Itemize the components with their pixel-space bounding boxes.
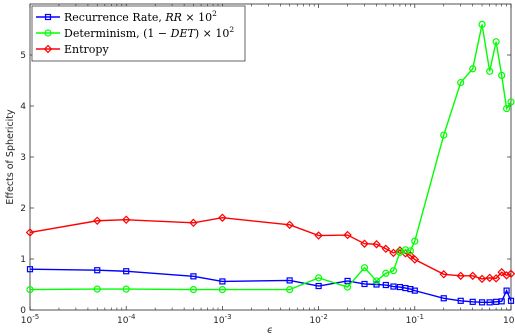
legend-entry: Determinism, (1 − DET) × 102 [64,25,234,40]
data-point [94,267,101,274]
data-point [382,269,390,277]
data-point [25,228,35,237]
series-0 [26,266,515,306]
data-point [410,255,420,264]
series-1 [26,20,515,294]
data-point [93,285,101,293]
x-tick-label: 10-1 [406,313,424,326]
series-line [29,268,512,304]
data-point [389,267,398,275]
data-point [315,282,322,290]
data-point [411,237,419,245]
data-point [382,281,389,289]
data-point [360,239,369,248]
data-point [315,274,323,282]
y-tick-label: 0 [20,306,26,316]
data-point [491,274,501,283]
data-point [406,247,414,255]
y-axis-label: Effects of Sphericity [5,109,16,205]
data-point [361,280,368,288]
series-line [29,216,512,280]
data-point [411,287,418,294]
data-point [498,71,506,80]
data-point [190,273,197,280]
data-point [121,215,131,224]
data-point [492,38,500,46]
y-tick-label: 5 [20,51,26,61]
x-tick-label: 10-4 [117,313,136,326]
data-point [286,277,293,284]
data-point [373,281,380,288]
data-point [189,286,198,294]
data-point [189,218,198,228]
legend-box [31,5,246,62]
data-point [218,286,226,294]
x-axis-label: ϵ [267,325,273,336]
data-point [485,273,494,283]
data-point [343,230,352,240]
data-point [502,104,511,113]
data-point [497,268,506,277]
x-tick-label: 10-2 [309,313,327,326]
data-point [457,78,465,87]
data-point [389,248,398,258]
data-point [26,286,34,294]
data-point [26,266,34,273]
data-point [477,274,487,284]
legend-entry: Recurrence Rate, RR × 102 [64,9,217,24]
data-point [406,251,415,260]
data-point [503,287,510,294]
data-point [468,271,477,281]
data-point [314,231,323,240]
series-layer [25,20,515,306]
data-point [456,271,465,281]
x-tick-label: 10-5 [21,313,39,326]
legend-entry: Entropy [64,43,109,56]
data-point [478,20,486,28]
data-point [286,286,294,294]
x-tick-label: 100 [503,313,515,326]
data-point [381,244,391,254]
data-point [372,239,381,249]
data-point [506,269,515,279]
data-point [507,297,515,304]
x-tick-label: 10-3 [213,313,231,326]
data-point [123,268,130,275]
data-point [285,220,294,230]
data-point [502,271,511,280]
y-tick-label: 1 [20,255,26,265]
data-point [457,297,464,304]
data-point [343,283,352,291]
data-point [440,295,447,302]
y-tick-label: 3 [20,153,26,163]
legend-marker [44,29,52,37]
data-point [372,277,381,285]
data-point [360,264,369,272]
data-point [498,298,505,305]
data-point [218,213,227,222]
data-point [344,277,351,285]
data-point [440,131,448,139]
data-point [396,248,404,256]
data-point [507,98,515,106]
legend-marker [44,13,52,21]
data-point [486,67,494,75]
data-point [469,65,477,73]
data-point [122,285,130,293]
data-point [478,299,486,306]
legend-marker [43,44,53,54]
data-point [439,270,449,279]
data-point [469,298,476,305]
data-point [390,283,397,290]
y-tick-label: 4 [20,102,26,112]
data-point [401,246,410,254]
data-point [92,216,102,225]
y-tick-label: 2 [20,204,26,214]
series-2 [25,213,515,284]
data-point [219,278,226,285]
series-line [29,24,512,291]
data-point [486,299,493,306]
